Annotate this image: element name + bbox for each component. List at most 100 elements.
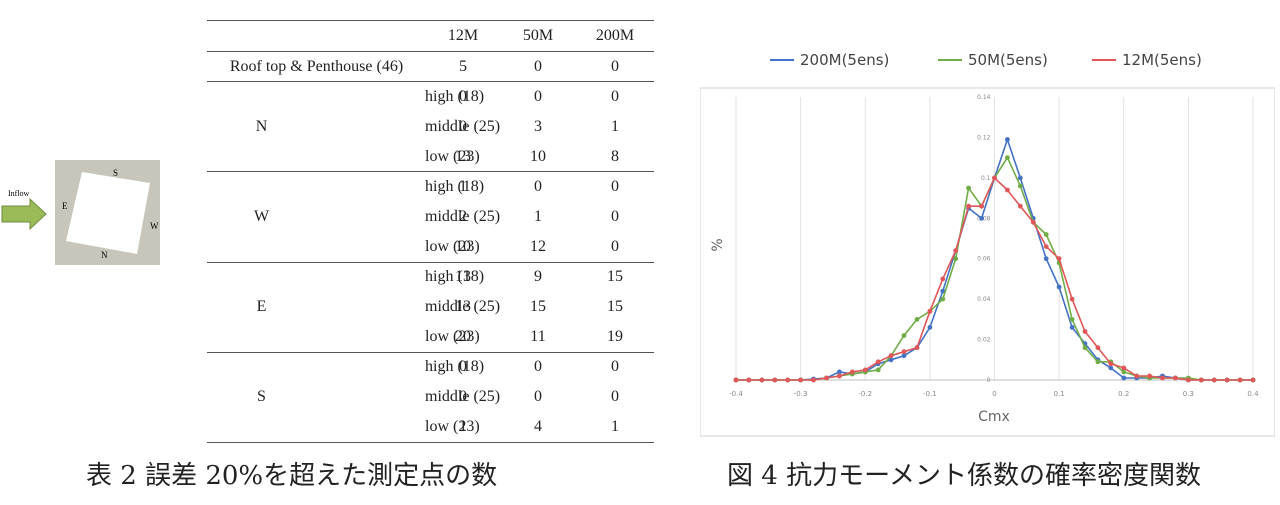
data-point: [1082, 329, 1088, 334]
table-row: low (23) 20 11 19: [207, 322, 654, 353]
table-cell: 0: [611, 237, 619, 255]
table-cell: 1: [459, 417, 467, 435]
table-cell: 1: [611, 417, 619, 435]
x-tick-label: -0.2: [858, 390, 872, 398]
x-tick-label: -0.1: [923, 390, 937, 398]
data-point: [1160, 375, 1165, 381]
chart-grid: [735, 97, 1254, 381]
data-point: [1056, 256, 1062, 262]
group-label-e: E: [256, 298, 267, 316]
table-cell: 12: [530, 237, 546, 255]
row-label: middle (25): [425, 207, 501, 225]
data-point: [1043, 244, 1049, 250]
data-point: [1121, 369, 1127, 375]
figure-caption: 図 4 抗力モーメント係数の確率密度関数: [727, 461, 1202, 491]
table-cell: 8: [611, 147, 619, 165]
table-cell: 2: [459, 207, 467, 225]
table-row: low (23) 13 10 8: [207, 142, 654, 172]
row-label: middle (25): [425, 298, 501, 316]
table-row: N high (18) 0 0 0: [207, 82, 654, 135]
table-cell: 3: [534, 117, 542, 135]
row-label: middle (25): [425, 117, 501, 135]
table-cell: 11: [530, 327, 546, 345]
legend-entry: 12M(5ens): [1122, 51, 1202, 69]
header-cell-12m: 12M: [447, 26, 479, 44]
row-label: high (18): [425, 88, 485, 106]
table-cell: 0: [534, 57, 542, 75]
group-label-w: W: [253, 207, 270, 225]
data-point: [1043, 232, 1049, 237]
table-cell: 0: [611, 388, 619, 406]
table-cell: 20: [455, 327, 471, 345]
data-point: [1056, 284, 1062, 290]
y-tick-label: 0.02: [977, 337, 991, 344]
data-point: [927, 308, 933, 314]
table-cell: 0: [611, 88, 619, 106]
data-point: [1005, 155, 1010, 160]
side-label-n: N: [101, 250, 108, 260]
data-point: [940, 276, 946, 282]
data-point: [798, 377, 803, 383]
table-cell: 13: [455, 147, 471, 165]
data-point: [1017, 175, 1023, 181]
table-row: S high (18) 0 0 0: [207, 352, 654, 405]
row-label: high (18): [425, 178, 485, 196]
data-point: [1134, 373, 1140, 379]
side-label-s: S: [113, 168, 118, 178]
data-point: [1147, 373, 1152, 379]
y-axis-label: %: [710, 238, 726, 251]
group-label-s: S: [257, 388, 266, 406]
table-cell: 13: [455, 268, 471, 286]
table-row: low (23) 1 4 1: [207, 412, 654, 443]
data-point: [1043, 256, 1049, 262]
data-point: [901, 333, 907, 338]
table-cell: 15: [607, 268, 623, 286]
measurement-count-table: 12M 50M 200M Roof top & Penthouse (46) 5…: [207, 20, 654, 443]
table-cell: 0: [611, 57, 619, 75]
data-point: [979, 215, 984, 221]
data-point: [1017, 203, 1023, 209]
data-point: [888, 353, 894, 359]
table-cell: 4: [534, 417, 542, 435]
legend-entry: 200M(5ens): [800, 51, 889, 69]
data-point: [914, 345, 920, 351]
table-row: E high (18) 13 9 15: [207, 262, 654, 315]
table-caption: 表 2 誤差 20%を超えた測定点の数: [86, 461, 498, 491]
data-point: [837, 369, 842, 375]
data-point: [875, 367, 881, 373]
data-point: [1121, 365, 1127, 371]
data-point: [1095, 359, 1101, 365]
x-tick-label: 0.4: [1247, 390, 1259, 398]
x-axis-label: Cmx: [978, 409, 1010, 425]
header-cell-200m: 200M: [595, 26, 635, 44]
data-point: [1121, 375, 1127, 381]
x-tick-label: -0.3: [794, 390, 808, 398]
data-point: [824, 375, 829, 381]
row-label: low (23): [425, 417, 480, 435]
data-point: [1005, 137, 1010, 142]
data-point: [966, 185, 971, 191]
legend-entry: 50M(5ens): [968, 51, 1048, 69]
row-label: low (23): [425, 327, 480, 345]
side-label-w: W: [150, 221, 159, 231]
x-tick-label: 0.1: [1054, 390, 1065, 398]
table-cell: 13: [455, 298, 471, 316]
data-point: [1095, 345, 1101, 351]
data-point: [1186, 377, 1191, 383]
table-row: low (23) 10 12 0: [207, 232, 654, 262]
table-header-row: 12M 50M 200M: [207, 20, 654, 52]
header-cell-50m: 50M: [522, 26, 554, 44]
row-label: high (18): [425, 268, 485, 286]
table-row: W high (18) 1 0 0: [207, 172, 654, 225]
data-point: [875, 359, 881, 365]
pdf-chart: 200M(5ens) 50M(5ens) 12M(5ens) -0.4 -0.3 -0.…: [700, 51, 1275, 437]
data-point: [1069, 325, 1075, 330]
table-row: middle (25) 13 15 15: [207, 292, 654, 322]
table-cell: 0: [534, 388, 542, 406]
table-row: middle (25) 2 1 0: [207, 202, 654, 232]
table-cell: 0: [459, 88, 467, 106]
roof-row-label: Roof top & Penthouse (46): [229, 57, 404, 75]
data-point: [1250, 377, 1256, 383]
x-tick-label: 0.2: [1118, 390, 1129, 398]
table-cell: 0: [611, 207, 619, 225]
